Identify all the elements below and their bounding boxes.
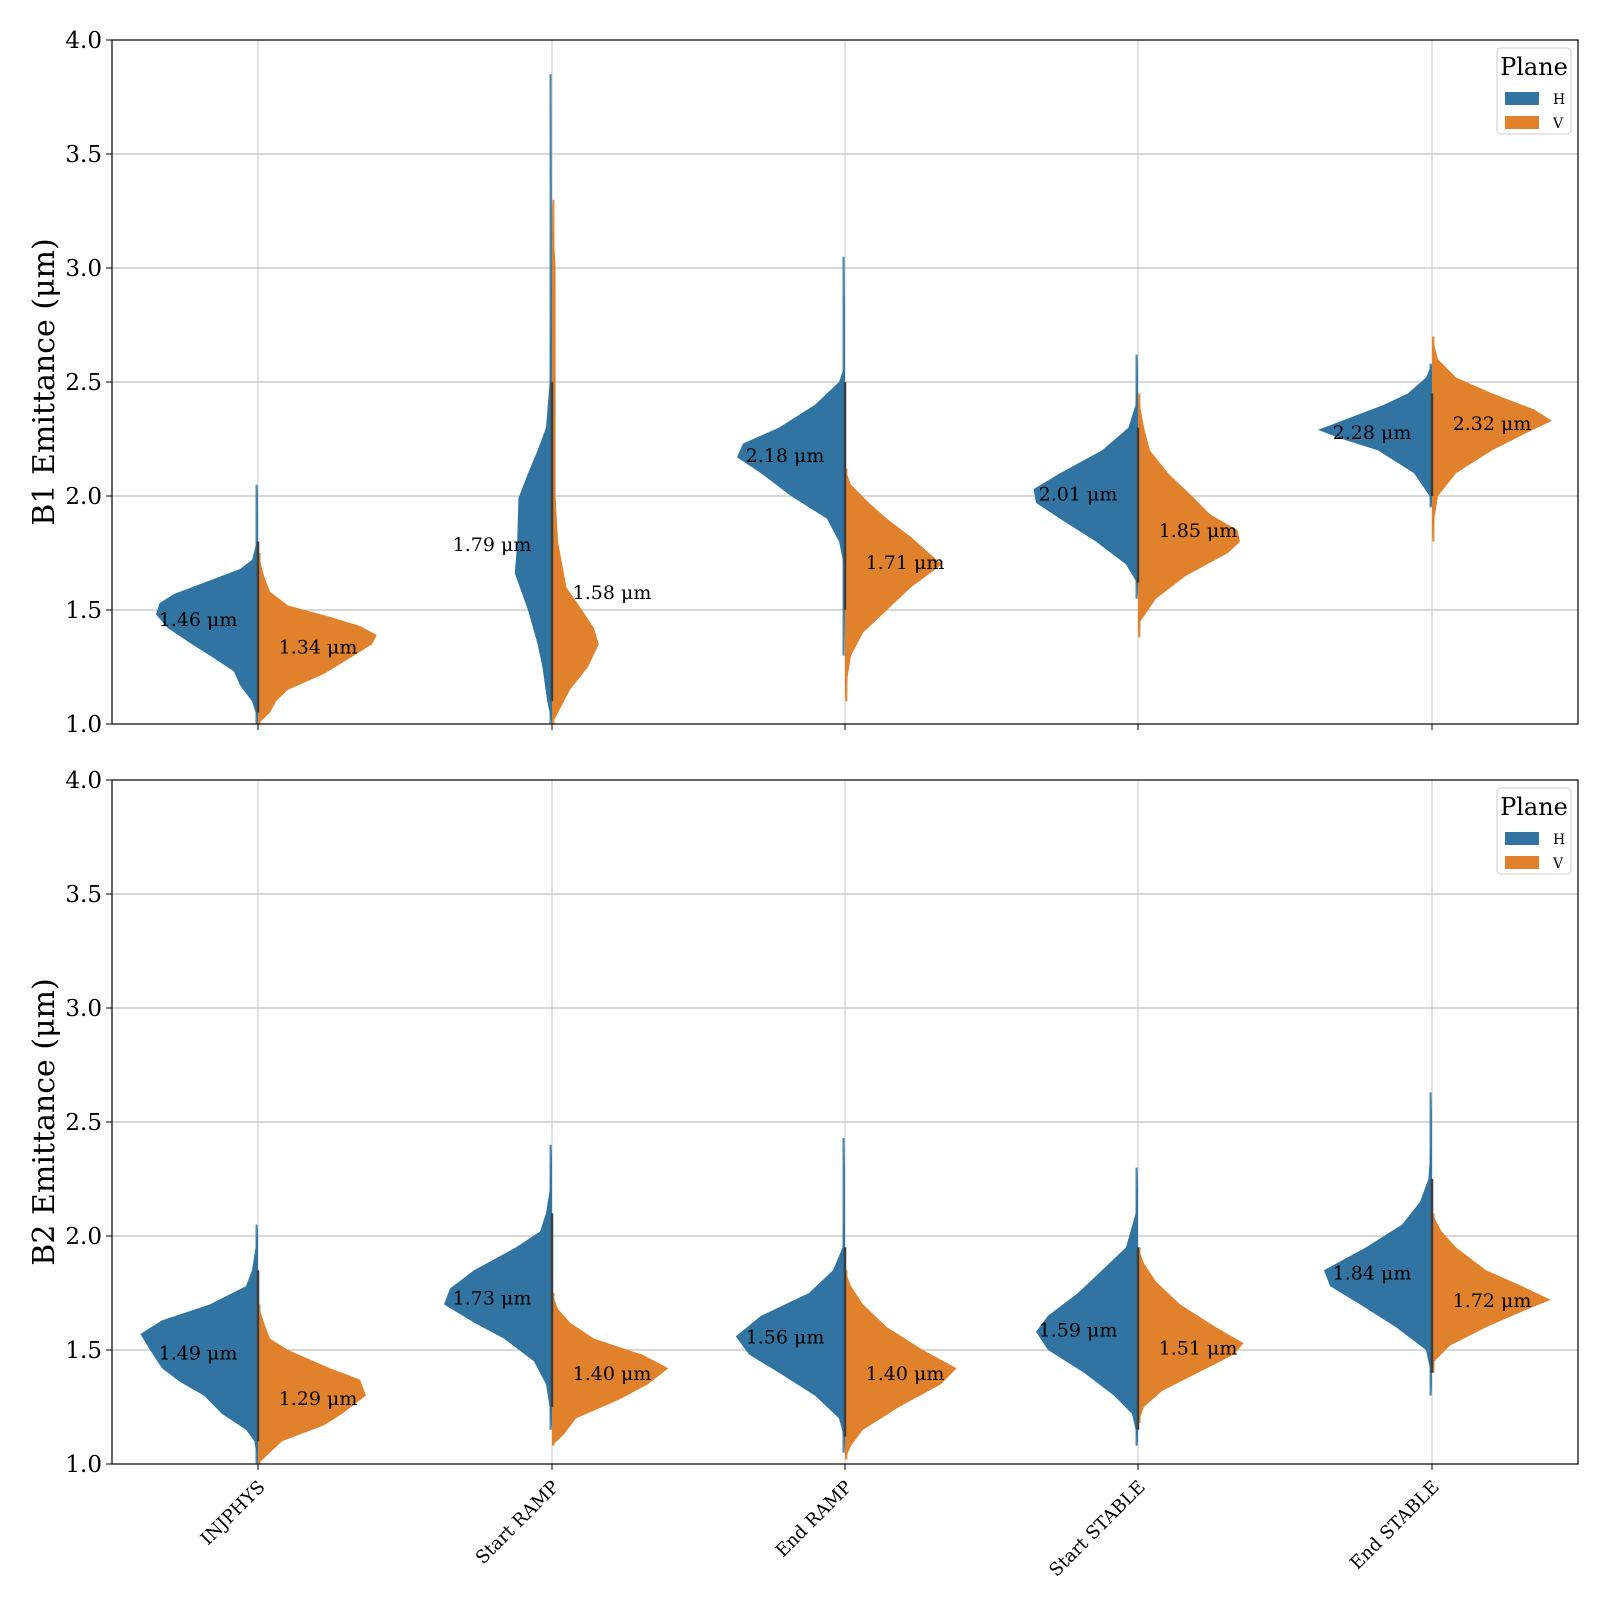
y-tick-label: 4.0 xyxy=(65,28,102,54)
y-tick-label: 2.0 xyxy=(65,1224,102,1250)
violin-v-4 xyxy=(1138,1247,1244,1423)
median-label-h: 1.79 μm xyxy=(453,534,532,556)
panel-2: 1.0 1.5 2.0 2.5 3.0 3.5 4.0 1.49 μm 1.73 μm 1.56 … xyxy=(27,768,1579,1581)
median-label-v: 1.34 μm xyxy=(279,636,358,658)
y-tick-label: 1.5 xyxy=(65,1338,102,1364)
violin-v-5 xyxy=(1432,1213,1551,1373)
legend-entry-h: H xyxy=(1553,832,1565,848)
y-tick-label: 3.0 xyxy=(65,996,102,1022)
violin-h-2 xyxy=(444,1144,552,1430)
legend-swatch-h xyxy=(1505,832,1539,845)
median-label-h: 1.46 μm xyxy=(159,609,238,631)
violin-v-2 xyxy=(552,1293,669,1446)
violin-h-3 xyxy=(735,1137,845,1453)
median-label-v: 2.32 μm xyxy=(1453,413,1532,435)
median-label-h: 1.59 μm xyxy=(1039,1319,1118,1341)
legend-swatch-h xyxy=(1505,92,1539,105)
x-tick-label: INJPHYS xyxy=(197,1477,270,1550)
median-label-h: 1.73 μm xyxy=(453,1288,532,1310)
median-label-v: 1.51 μm xyxy=(1159,1338,1238,1360)
y-tick-label: 1.5 xyxy=(65,598,102,624)
median-label-h: 2.18 μm xyxy=(746,445,825,467)
y-tick-label: 2.5 xyxy=(65,370,102,396)
median-label-v: 1.71 μm xyxy=(866,552,945,574)
legend-entry-h: H xyxy=(1553,92,1565,108)
legend-entry-v: V xyxy=(1552,856,1564,872)
violin-v-5 xyxy=(1432,336,1552,542)
median-label-v: 1.58 μm xyxy=(573,582,652,604)
y-tick-label: 3.0 xyxy=(65,256,102,282)
median-label-v: 1.85 μm xyxy=(1159,520,1238,542)
y-tick-label: 3.5 xyxy=(65,882,102,908)
y-axis-title: B2 Emittance (μm) xyxy=(27,978,62,1265)
violin-h-4 xyxy=(1033,354,1138,599)
y-tick-label: 3.5 xyxy=(65,142,102,168)
median-label-h: 2.28 μm xyxy=(1333,422,1412,444)
legend-title: Plane xyxy=(1500,793,1568,821)
violin-v-1 xyxy=(258,1304,366,1464)
violin-v-3 xyxy=(845,468,943,702)
y-tick-label: 1.0 xyxy=(65,1452,102,1478)
median-label-v: 1.40 μm xyxy=(573,1363,652,1385)
legend-box xyxy=(1496,787,1572,875)
y-tick-label: 1.0 xyxy=(65,712,102,738)
violin-v-2 xyxy=(552,199,599,725)
legend: Plane HV xyxy=(1496,787,1572,875)
violin-h-5 xyxy=(1318,363,1432,508)
violin-v-1 xyxy=(258,553,377,724)
violin-v-4 xyxy=(1138,393,1240,638)
plot-frame xyxy=(111,39,1579,725)
violin-h-1 xyxy=(156,484,258,724)
panel-1: 1.0 1.5 2.0 2.5 3.0 3.5 4.0 1.46 μm 1.79 μm 2.18 … xyxy=(27,28,1579,738)
y-tick-label: 4.0 xyxy=(65,768,102,794)
median-label-h: 1.56 μm xyxy=(746,1326,825,1348)
median-label-h: 2.01 μm xyxy=(1039,484,1118,506)
plot-frame xyxy=(111,779,1579,1465)
y-tick-label: 2.5 xyxy=(65,1110,102,1136)
median-label-h: 1.84 μm xyxy=(1333,1262,1412,1284)
x-tick-label: Start RAMP xyxy=(472,1477,564,1569)
violin-h-4 xyxy=(1036,1167,1138,1446)
violin-h-2 xyxy=(514,74,552,724)
legend-swatch-v xyxy=(1505,856,1539,869)
y-tick-label: 2.0 xyxy=(65,484,102,510)
median-label-v: 1.29 μm xyxy=(279,1388,358,1410)
median-label-v: 1.40 μm xyxy=(866,1363,945,1385)
violin-h-3 xyxy=(737,256,845,656)
legend: Plane HV xyxy=(1496,47,1572,135)
legend-box xyxy=(1496,47,1572,135)
x-tick-label: End RAMP xyxy=(772,1477,857,1562)
median-label-h: 1.49 μm xyxy=(159,1342,238,1364)
violin-h-5 xyxy=(1324,1092,1432,1396)
legend-title: Plane xyxy=(1500,53,1568,81)
median-label-v: 1.72 μm xyxy=(1453,1290,1532,1312)
y-axis-title: B1 Emittance (μm) xyxy=(27,238,62,525)
legend-swatch-v xyxy=(1505,116,1539,129)
violin-h-1 xyxy=(140,1224,258,1464)
legend-entry-v: V xyxy=(1552,116,1564,132)
x-tick-label: End STABLE xyxy=(1346,1477,1443,1574)
x-tick-label: Start STABLE xyxy=(1045,1477,1149,1581)
violin-v-3 xyxy=(845,1270,957,1460)
